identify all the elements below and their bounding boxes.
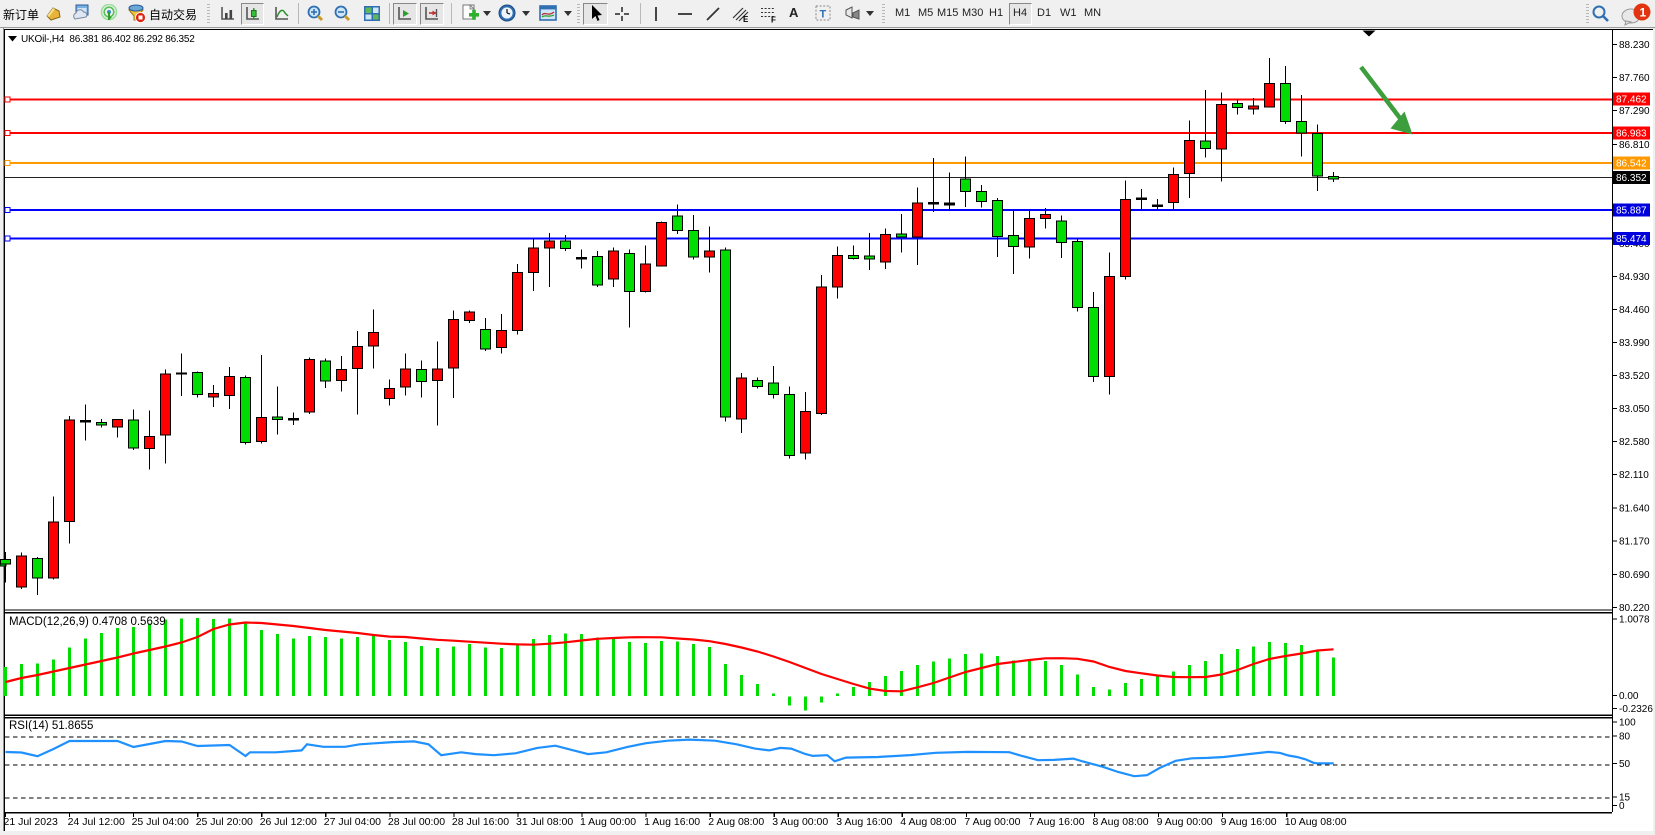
svg-text:10 Aug 08:00: 10 Aug 08:00 xyxy=(1285,816,1347,828)
svg-text:RSI(14) 51.8655: RSI(14) 51.8655 xyxy=(9,720,93,732)
svg-text:26 Jul 12:00: 26 Jul 12:00 xyxy=(260,816,317,828)
svg-text:1 Aug 00:00: 1 Aug 00:00 xyxy=(580,816,636,828)
svg-text:81.170: 81.170 xyxy=(1619,536,1650,547)
svg-text:9 Aug 16:00: 9 Aug 16:00 xyxy=(1221,816,1277,828)
svg-text:84.930: 84.930 xyxy=(1619,272,1650,283)
svg-text:4 Aug 08:00: 4 Aug 08:00 xyxy=(900,816,956,828)
svg-text:MACD(12,26,9) 0.4708 0.5639: MACD(12,26,9) 0.4708 0.5639 xyxy=(9,616,166,628)
svg-text:15: 15 xyxy=(1619,793,1631,804)
svg-text:86.542: 86.542 xyxy=(1616,159,1647,170)
svg-text:0: 0 xyxy=(1619,801,1625,812)
svg-text:1.0078: 1.0078 xyxy=(1619,615,1650,626)
svg-text:86.352: 86.352 xyxy=(1616,173,1647,184)
svg-text:80: 80 xyxy=(1619,732,1631,743)
svg-text:85.887: 85.887 xyxy=(1616,206,1647,217)
svg-text:50: 50 xyxy=(1619,759,1631,770)
svg-text:84.460: 84.460 xyxy=(1619,305,1650,316)
svg-text:85.474: 85.474 xyxy=(1616,234,1647,245)
svg-text:7 Aug 16:00: 7 Aug 16:00 xyxy=(1029,816,1085,828)
svg-text:86.810: 86.810 xyxy=(1619,140,1650,151)
svg-text:88.230: 88.230 xyxy=(1619,40,1650,51)
svg-text:0.00: 0.00 xyxy=(1619,691,1639,702)
svg-text:UKOil-,H4 86.381 86.402 86.29: UKOil-,H4 86.381 86.402 86.292 86.352 xyxy=(21,34,195,45)
svg-text:1: 1 xyxy=(1640,6,1647,20)
svg-text:T: T xyxy=(820,9,827,21)
svg-text:8 Aug 08:00: 8 Aug 08:00 xyxy=(1093,816,1149,828)
svg-text:82.580: 82.580 xyxy=(1619,437,1650,448)
svg-text:3 Aug 16:00: 3 Aug 16:00 xyxy=(836,816,892,828)
svg-text:31 Jul 08:00: 31 Jul 08:00 xyxy=(516,816,573,828)
svg-text:-0.2326: -0.2326 xyxy=(1619,704,1653,715)
svg-text:86.983: 86.983 xyxy=(1616,129,1647,140)
svg-text:25 Jul 04:00: 25 Jul 04:00 xyxy=(132,816,189,828)
svg-text:28 Jul 16:00: 28 Jul 16:00 xyxy=(452,816,509,828)
svg-text:87.760: 87.760 xyxy=(1619,73,1650,84)
svg-text:3 Aug 00:00: 3 Aug 00:00 xyxy=(772,816,828,828)
svg-text:82.110: 82.110 xyxy=(1619,470,1649,481)
svg-text:21 Jul 2023: 21 Jul 2023 xyxy=(4,816,58,828)
svg-text:83.990: 83.990 xyxy=(1619,338,1650,349)
svg-text:24 Jul 12:00: 24 Jul 12:00 xyxy=(68,816,125,828)
svg-text:83.050: 83.050 xyxy=(1619,404,1650,415)
svg-text:E: E xyxy=(743,15,749,23)
svg-text:80.690: 80.690 xyxy=(1619,570,1650,581)
svg-text:2 Aug 08:00: 2 Aug 08:00 xyxy=(708,816,764,828)
svg-text:81.640: 81.640 xyxy=(1619,503,1650,514)
svg-text:28 Jul 00:00: 28 Jul 00:00 xyxy=(388,816,445,828)
svg-text:1 Aug 16:00: 1 Aug 16:00 xyxy=(644,816,700,828)
svg-text:9 Aug 00:00: 9 Aug 00:00 xyxy=(1157,816,1213,828)
svg-text:100: 100 xyxy=(1619,718,1636,729)
svg-text:7 Aug 00:00: 7 Aug 00:00 xyxy=(964,816,1020,828)
svg-text:87.290: 87.290 xyxy=(1619,106,1650,117)
svg-text:25 Jul 20:00: 25 Jul 20:00 xyxy=(196,816,253,828)
svg-text:80.220: 80.220 xyxy=(1619,603,1650,614)
svg-text:83.520: 83.520 xyxy=(1619,371,1650,382)
svg-text:27 Jul 04:00: 27 Jul 04:00 xyxy=(324,816,381,828)
svg-text:F: F xyxy=(771,16,776,24)
svg-text:87.462: 87.462 xyxy=(1616,95,1647,106)
